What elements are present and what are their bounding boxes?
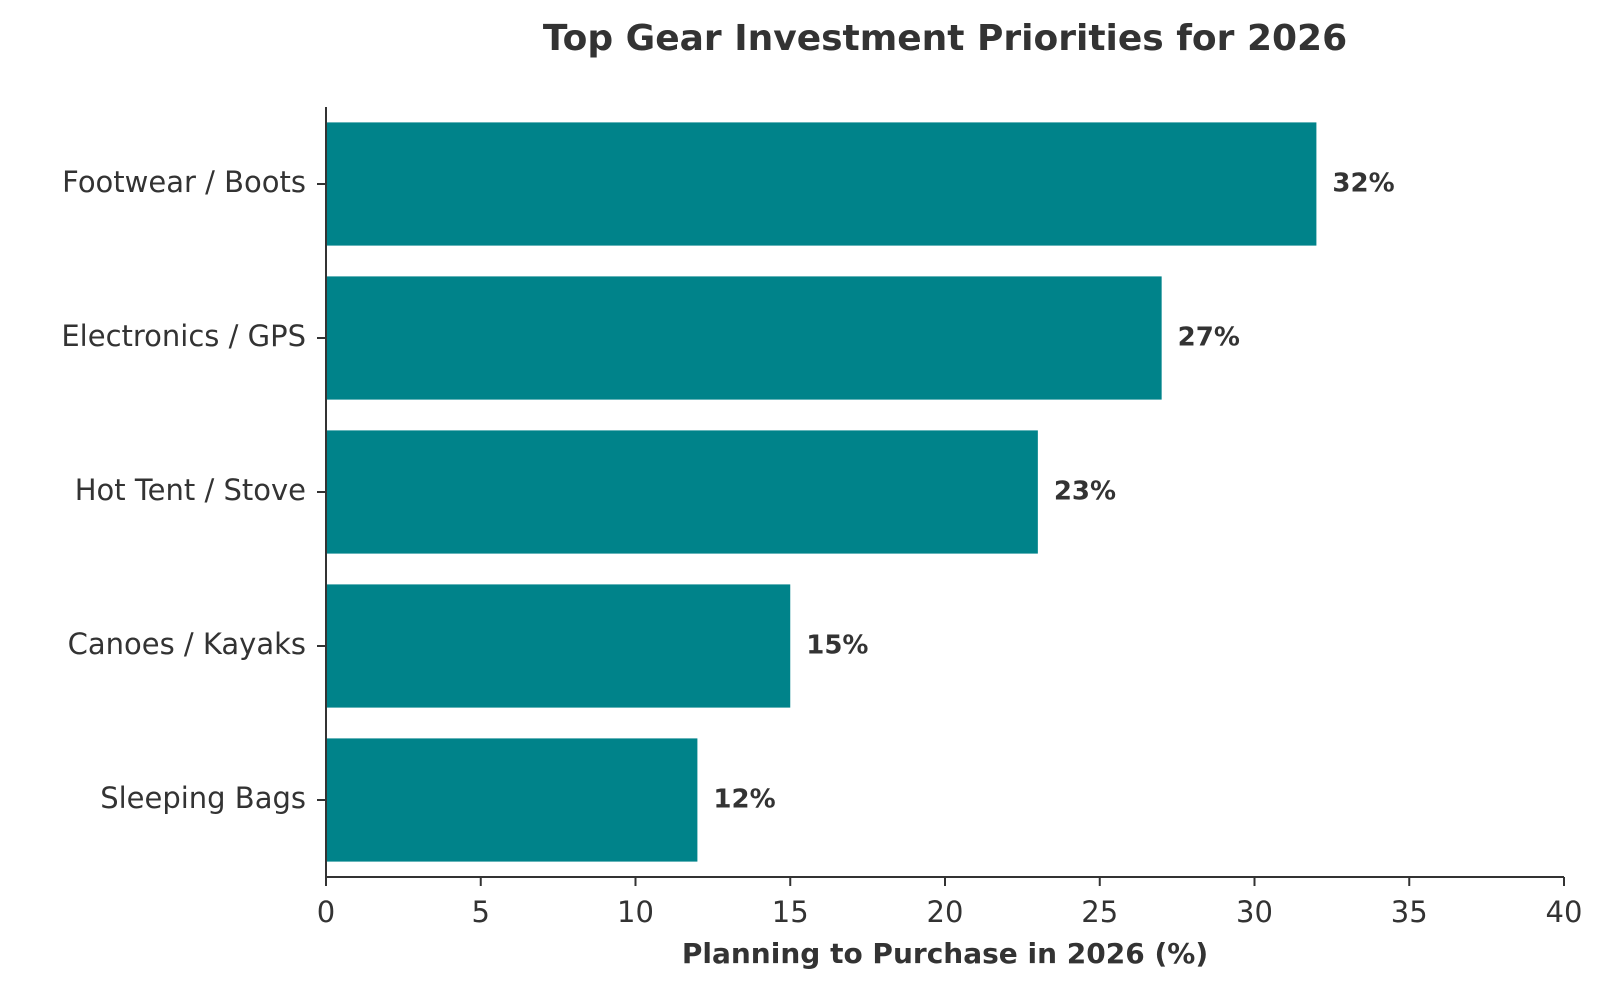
data-label: 23% xyxy=(1054,477,1116,507)
x-axis: 0 5 10 15 20 25 30 35 40 xyxy=(317,876,1583,929)
x-tick-label: 30 xyxy=(1236,895,1273,929)
bar xyxy=(326,430,1038,554)
x-tick-label: 5 xyxy=(472,895,490,929)
x-axis-label: Planning to Purchase in 2026 (%) xyxy=(682,937,1208,970)
bar xyxy=(326,738,698,862)
data-labels-layer: 32% 27% 23% 15% 12% xyxy=(713,169,1394,815)
y-axis: Footwear / Boots Electronics / GPS Hot Ten… xyxy=(61,107,327,877)
bar xyxy=(326,584,791,708)
x-tick-label: 25 xyxy=(1081,895,1118,929)
x-tick-label: 40 xyxy=(1546,895,1583,929)
y-tick-label: Canoes / Kayaks xyxy=(68,627,306,661)
x-tick-label: 35 xyxy=(1391,895,1428,929)
y-tick-label: Electronics / GPS xyxy=(61,319,306,353)
bars-layer xyxy=(326,122,1317,862)
x-tick-label: 0 xyxy=(317,895,335,929)
data-label: 12% xyxy=(713,785,775,815)
data-label: 27% xyxy=(1178,323,1240,353)
bar xyxy=(326,276,1162,400)
y-tick-label: Footwear / Boots xyxy=(62,165,306,199)
x-tick-label: 15 xyxy=(772,895,809,929)
x-tick-label: 20 xyxy=(927,895,964,929)
x-tick-label: 10 xyxy=(617,895,654,929)
data-label: 32% xyxy=(1332,169,1394,199)
data-label: 15% xyxy=(806,631,868,661)
bar xyxy=(326,122,1317,246)
y-tick-label: Hot Tent / Stove xyxy=(75,473,306,507)
y-tick-label: Sleeping Bags xyxy=(100,781,306,815)
chart-title: Top Gear Investment Priorities for 2026 xyxy=(543,18,1347,59)
